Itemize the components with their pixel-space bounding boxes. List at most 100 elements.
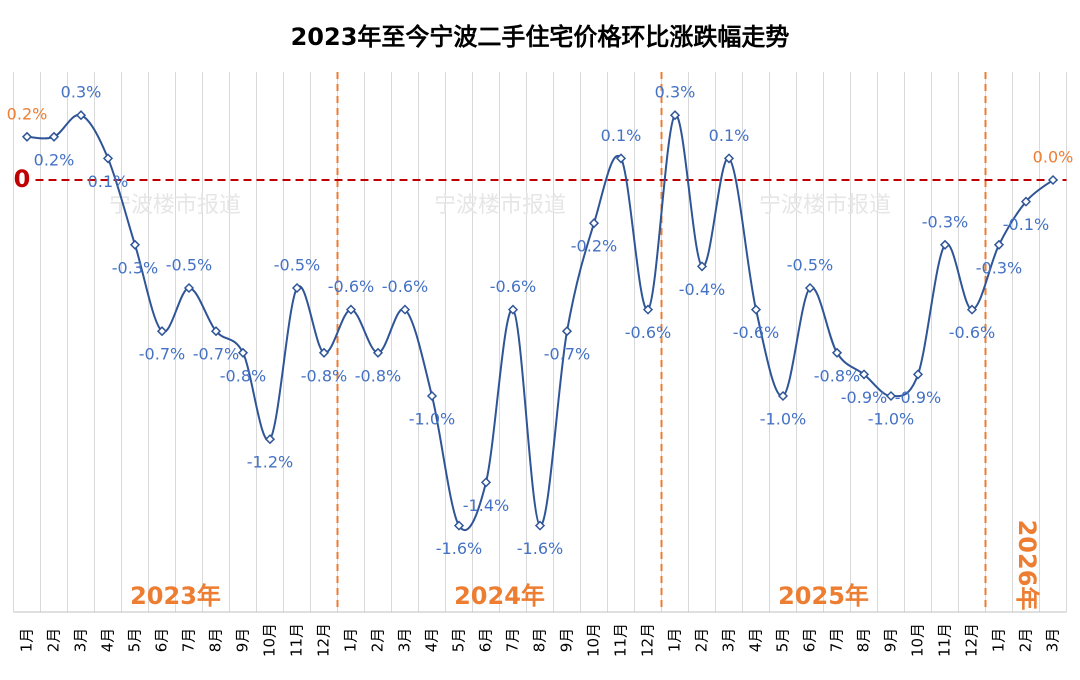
x-tick-label: 7月 xyxy=(180,628,198,653)
x-tick-label: 6月 xyxy=(477,628,495,653)
x-tick-label: 11月 xyxy=(612,623,630,657)
marker xyxy=(480,477,492,488)
marker xyxy=(696,261,708,272)
marker xyxy=(156,326,168,337)
marker xyxy=(264,434,276,445)
data-label: -0.6% xyxy=(625,323,671,342)
x-tick-label: 1月 xyxy=(18,628,36,653)
line xyxy=(26,113,1054,532)
data-label: 0.1% xyxy=(601,126,642,145)
y-tick-label: 0 xyxy=(14,165,31,193)
x-tick-label: 9月 xyxy=(234,628,252,653)
marker xyxy=(723,153,735,164)
marker xyxy=(777,390,789,402)
data-label: -0.8% xyxy=(355,366,401,385)
x-tick-label: 4月 xyxy=(747,628,765,653)
data-label: -0.4% xyxy=(679,280,725,299)
marker xyxy=(939,239,951,250)
data-label: 0.3% xyxy=(61,83,102,102)
data-label: 0.0% xyxy=(1033,148,1074,167)
data-label: -0.6% xyxy=(733,323,779,342)
marker xyxy=(399,304,411,315)
x-tick-label: 9月 xyxy=(882,628,900,653)
x-tick-label: 1月 xyxy=(990,628,1008,653)
x-tick-label: 8月 xyxy=(531,628,549,653)
marker xyxy=(588,218,600,229)
marker xyxy=(21,131,33,142)
data-label: -1.4% xyxy=(463,496,509,515)
data-label: -0.3% xyxy=(976,258,1022,277)
marker xyxy=(75,110,87,121)
marker xyxy=(129,239,141,250)
x-tick-label: 1月 xyxy=(342,628,360,653)
x-tick-label: 8月 xyxy=(855,628,873,653)
x-tick-label: 11月 xyxy=(288,623,306,657)
watermark: 宁波楼市报道 xyxy=(759,193,891,218)
x-tick-label: 3月 xyxy=(72,628,90,653)
marker xyxy=(210,326,222,337)
marker xyxy=(507,304,519,315)
x-tick-label: 2月 xyxy=(693,628,711,653)
marker xyxy=(426,390,438,402)
marker xyxy=(831,347,843,358)
x-tick-label: 1月 xyxy=(666,628,684,653)
watermark: 宁波楼市报道 xyxy=(109,193,241,218)
marker xyxy=(993,239,1005,250)
data-label: -0.8% xyxy=(814,366,860,385)
x-tick-label: 10月 xyxy=(909,623,927,657)
data-label: -0.9% xyxy=(895,388,941,407)
data-label: -0.2% xyxy=(571,237,617,256)
x-tick-label: 5月 xyxy=(774,628,792,653)
data-label: -0.6% xyxy=(949,323,995,342)
x-tick-label: 3月 xyxy=(720,628,738,653)
data-label: -0.6% xyxy=(382,277,428,296)
x-tick-label: 2月 xyxy=(1017,628,1035,653)
marker xyxy=(642,304,654,315)
data-label: -1.6% xyxy=(517,539,563,558)
marker xyxy=(237,347,249,358)
data-label: -1.0% xyxy=(760,410,806,429)
x-tick-label: 4月 xyxy=(423,628,441,653)
marker xyxy=(318,347,330,358)
x-tick-label: 3月 xyxy=(396,628,414,653)
x-tick-label: 11月 xyxy=(936,623,954,657)
data-label: -0.9% xyxy=(841,388,887,407)
x-tick-label: 2月 xyxy=(45,628,63,653)
x-tick-label: 10月 xyxy=(585,623,603,657)
x-tick-label: 12月 xyxy=(315,623,333,657)
data-label: 0.1% xyxy=(709,126,750,145)
data-label: -0.3% xyxy=(922,212,968,231)
year-label: 2026年 xyxy=(1013,520,1041,611)
data-label: -1.0% xyxy=(409,410,455,429)
x-tick-label: 2月 xyxy=(369,628,387,653)
x-tick-label: 12月 xyxy=(963,623,981,657)
marker xyxy=(534,520,546,531)
marker xyxy=(669,110,681,121)
data-label: -1.0% xyxy=(868,410,914,429)
year-label: 2025年 xyxy=(778,582,869,610)
marker xyxy=(858,369,870,380)
marker xyxy=(48,131,60,142)
data-label: -0.3% xyxy=(112,258,158,277)
data-label: -0.7% xyxy=(139,345,185,364)
x-tick-label: 8月 xyxy=(207,628,225,653)
x-tick-label: 6月 xyxy=(153,628,171,653)
data-label: 0.2% xyxy=(34,150,75,169)
x-tick-label: 5月 xyxy=(450,628,468,653)
data-label: -0.5% xyxy=(166,256,212,275)
marker xyxy=(372,347,384,358)
year-label: 2024年 xyxy=(454,582,545,610)
x-tick-label: 3月 xyxy=(1044,628,1062,653)
marker xyxy=(561,326,573,337)
x-tick-label: 5月 xyxy=(126,628,144,653)
marker xyxy=(345,304,357,315)
data-label: -0.8% xyxy=(220,366,266,385)
data-label: -0.7% xyxy=(544,345,590,364)
marker xyxy=(885,390,897,402)
data-label: -0.5% xyxy=(274,256,320,275)
data-label: 0.3% xyxy=(655,83,696,102)
marker xyxy=(912,369,924,380)
data-label: -0.7% xyxy=(193,345,239,364)
marker xyxy=(183,282,195,294)
